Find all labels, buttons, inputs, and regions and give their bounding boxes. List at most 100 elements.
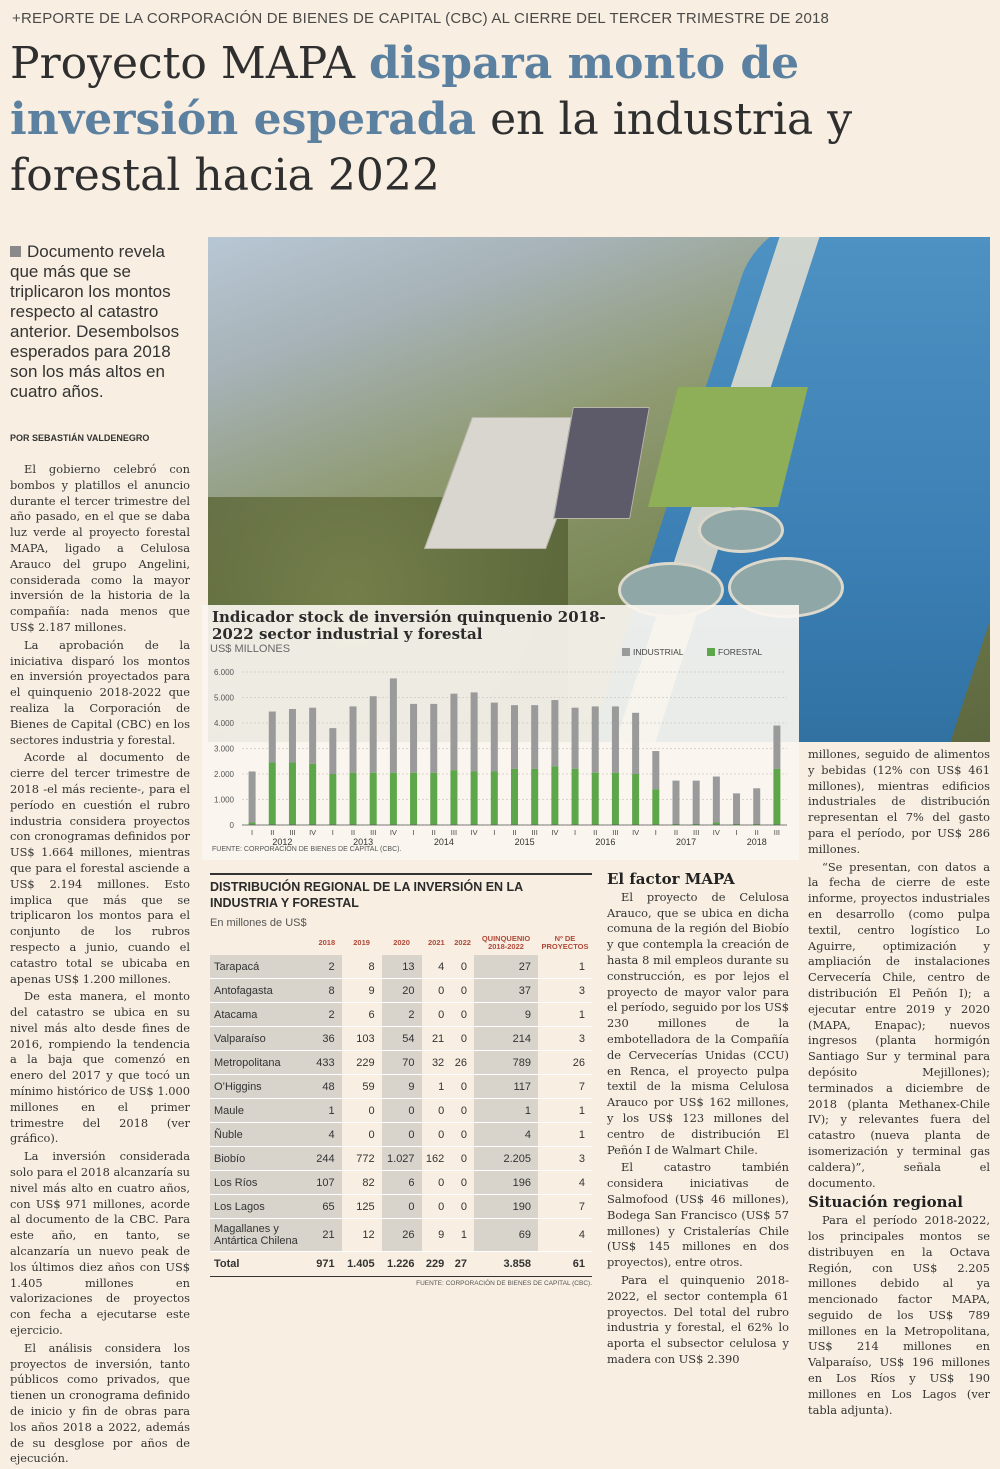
year-label: 2014 xyxy=(434,837,454,847)
bar-industrial xyxy=(389,678,397,773)
quarter-label: IV xyxy=(551,828,558,837)
paragraph: De esta manera, el monto del catastro se… xyxy=(10,989,190,1146)
deck-text: Documento revela que más que se triplica… xyxy=(10,242,180,401)
table-cell: 1 xyxy=(538,955,592,979)
year-label: 2017 xyxy=(676,837,696,847)
table-cell: 0 xyxy=(341,1122,382,1147)
table-header: 2018 xyxy=(318,938,336,947)
table-cell: 4 xyxy=(538,1218,592,1252)
quarter-label: III xyxy=(774,828,780,837)
bar-forestal xyxy=(571,768,579,825)
bar-industrial xyxy=(773,725,781,769)
table-cell: 9 xyxy=(421,1218,452,1252)
legend-label: FORESTAL xyxy=(718,647,763,657)
table-cell: 0 xyxy=(421,1194,452,1219)
headline-part-1: Proyecto MAPA xyxy=(10,38,369,89)
table-header: QUINQUENIO 2018-2022 xyxy=(481,934,531,951)
paragraph: Para el período 2018-2022, los principal… xyxy=(808,1213,990,1417)
region-cell: Maule xyxy=(210,1098,312,1123)
table-cell: 0 xyxy=(421,1170,452,1195)
table-cell: 190 xyxy=(474,1194,538,1219)
kicker: +REPORTE DE LA CORPORACIÓN DE BIENES DE … xyxy=(12,10,830,27)
legend-label: INDUSTRIAL xyxy=(633,647,684,657)
table-cell: 772 xyxy=(341,1146,382,1171)
table-cell: 3 xyxy=(538,1026,592,1051)
table-cell: 8 xyxy=(341,955,382,979)
headline-highlight: dispara monto de inversión esperada xyxy=(10,38,800,145)
table-cell: 20 xyxy=(381,978,422,1003)
region-cell: Los Ríos xyxy=(210,1170,312,1195)
table-cell: 103 xyxy=(341,1026,382,1051)
table-cell: 214 xyxy=(474,1026,538,1051)
table-cell: 0 xyxy=(381,1194,422,1219)
table-cell: 1 xyxy=(538,1002,592,1027)
bullet-square-icon xyxy=(10,246,21,257)
bar-forestal xyxy=(652,789,660,825)
table-cell: 59 xyxy=(341,1074,382,1099)
table-cell: 1.027 xyxy=(381,1146,422,1171)
table-header: 2019 xyxy=(353,938,370,947)
bar-forestal xyxy=(511,768,518,825)
table-cell: 9 xyxy=(341,978,382,1003)
total-cell: 229 xyxy=(421,1251,452,1277)
y-tick-label: 5.000 xyxy=(214,694,235,703)
table-cell: 69 xyxy=(474,1218,538,1252)
bar-industrial xyxy=(410,703,418,773)
quarter-label: II xyxy=(432,828,436,837)
bar-forestal xyxy=(389,772,397,825)
y-tick-label: 3.000 xyxy=(214,745,235,754)
table-cell: 229 xyxy=(341,1050,382,1075)
paragraph: “Se presentan, con datos a la fecha de c… xyxy=(808,859,990,1190)
table-row: Valparaíso 36 103 54 21 0 214 3 xyxy=(210,1026,592,1051)
table-header: 2022 xyxy=(454,938,471,947)
bar-industrial xyxy=(288,708,296,763)
table-cell: 0 xyxy=(451,1194,474,1219)
regional-table-block: DISTRIBUCIÓN REGIONAL DE LA INVERSIÓN EN… xyxy=(210,873,592,1287)
table-cell: 26 xyxy=(451,1050,474,1075)
quarter-label: III xyxy=(289,828,295,837)
regional-table: 2018 2019 2020 2021 2022 QUINQUENIO 2018… xyxy=(210,931,592,1277)
bar-forestal xyxy=(430,772,438,825)
bar-forestal xyxy=(773,768,781,825)
chart-unit: US$ MILLONES xyxy=(210,643,291,655)
table-cell: 37 xyxy=(474,978,538,1003)
table-row: Maule 1 0 0 0 0 1 1 xyxy=(210,1098,592,1123)
legend-swatch xyxy=(622,648,630,656)
bar-forestal xyxy=(288,762,296,825)
quarter-label: II xyxy=(351,828,355,837)
bar-forestal xyxy=(329,774,337,825)
region-cell: O’Higgins xyxy=(210,1074,312,1099)
table-cell: 0 xyxy=(451,1002,474,1027)
bar-industrial xyxy=(531,705,539,769)
table-cell: 4 xyxy=(538,1170,592,1195)
table-cell: 70 xyxy=(381,1050,422,1075)
y-tick-label: 1.000 xyxy=(214,796,235,805)
quarter-label: I xyxy=(413,828,415,837)
paragraph: Para el quinquenio 2018-2022, el sector … xyxy=(607,1272,789,1366)
table-cell: 7 xyxy=(538,1194,592,1219)
table-cell: 107 xyxy=(312,1170,342,1195)
bar-industrial xyxy=(490,702,498,772)
table-row: Los Ríos 107 82 6 0 0 196 4 xyxy=(210,1170,592,1195)
table-cell: 6 xyxy=(381,1170,422,1195)
table-row: Ñuble 4 0 0 0 0 4 1 xyxy=(210,1122,592,1147)
investment-chart: Indicador stock de inversión quinquenio … xyxy=(202,605,799,860)
total-label: Total xyxy=(210,1251,312,1277)
quarter-label: II xyxy=(674,828,678,837)
quarter-label: II xyxy=(512,828,516,837)
table-row: Tarapacá 2 8 13 4 0 27 1 xyxy=(210,955,592,979)
quarter-label: III xyxy=(370,828,376,837)
table-cell: 4 xyxy=(474,1122,538,1147)
column-4: millones, seguido de alimentos y bebidas… xyxy=(808,747,990,1420)
bar-industrial xyxy=(652,751,660,790)
table-cell: 162 xyxy=(421,1146,452,1171)
bar-forestal xyxy=(369,772,377,825)
table-cell: 0 xyxy=(381,1098,422,1123)
bar-industrial xyxy=(611,706,619,773)
quarter-label: III xyxy=(612,828,618,837)
paragraph: El gobierno celebró con bombos y platill… xyxy=(10,462,190,634)
table-cell: 125 xyxy=(341,1194,382,1219)
quarter-label: IV xyxy=(309,828,316,837)
table-cell: 4 xyxy=(421,955,452,979)
bar-industrial xyxy=(672,780,680,824)
